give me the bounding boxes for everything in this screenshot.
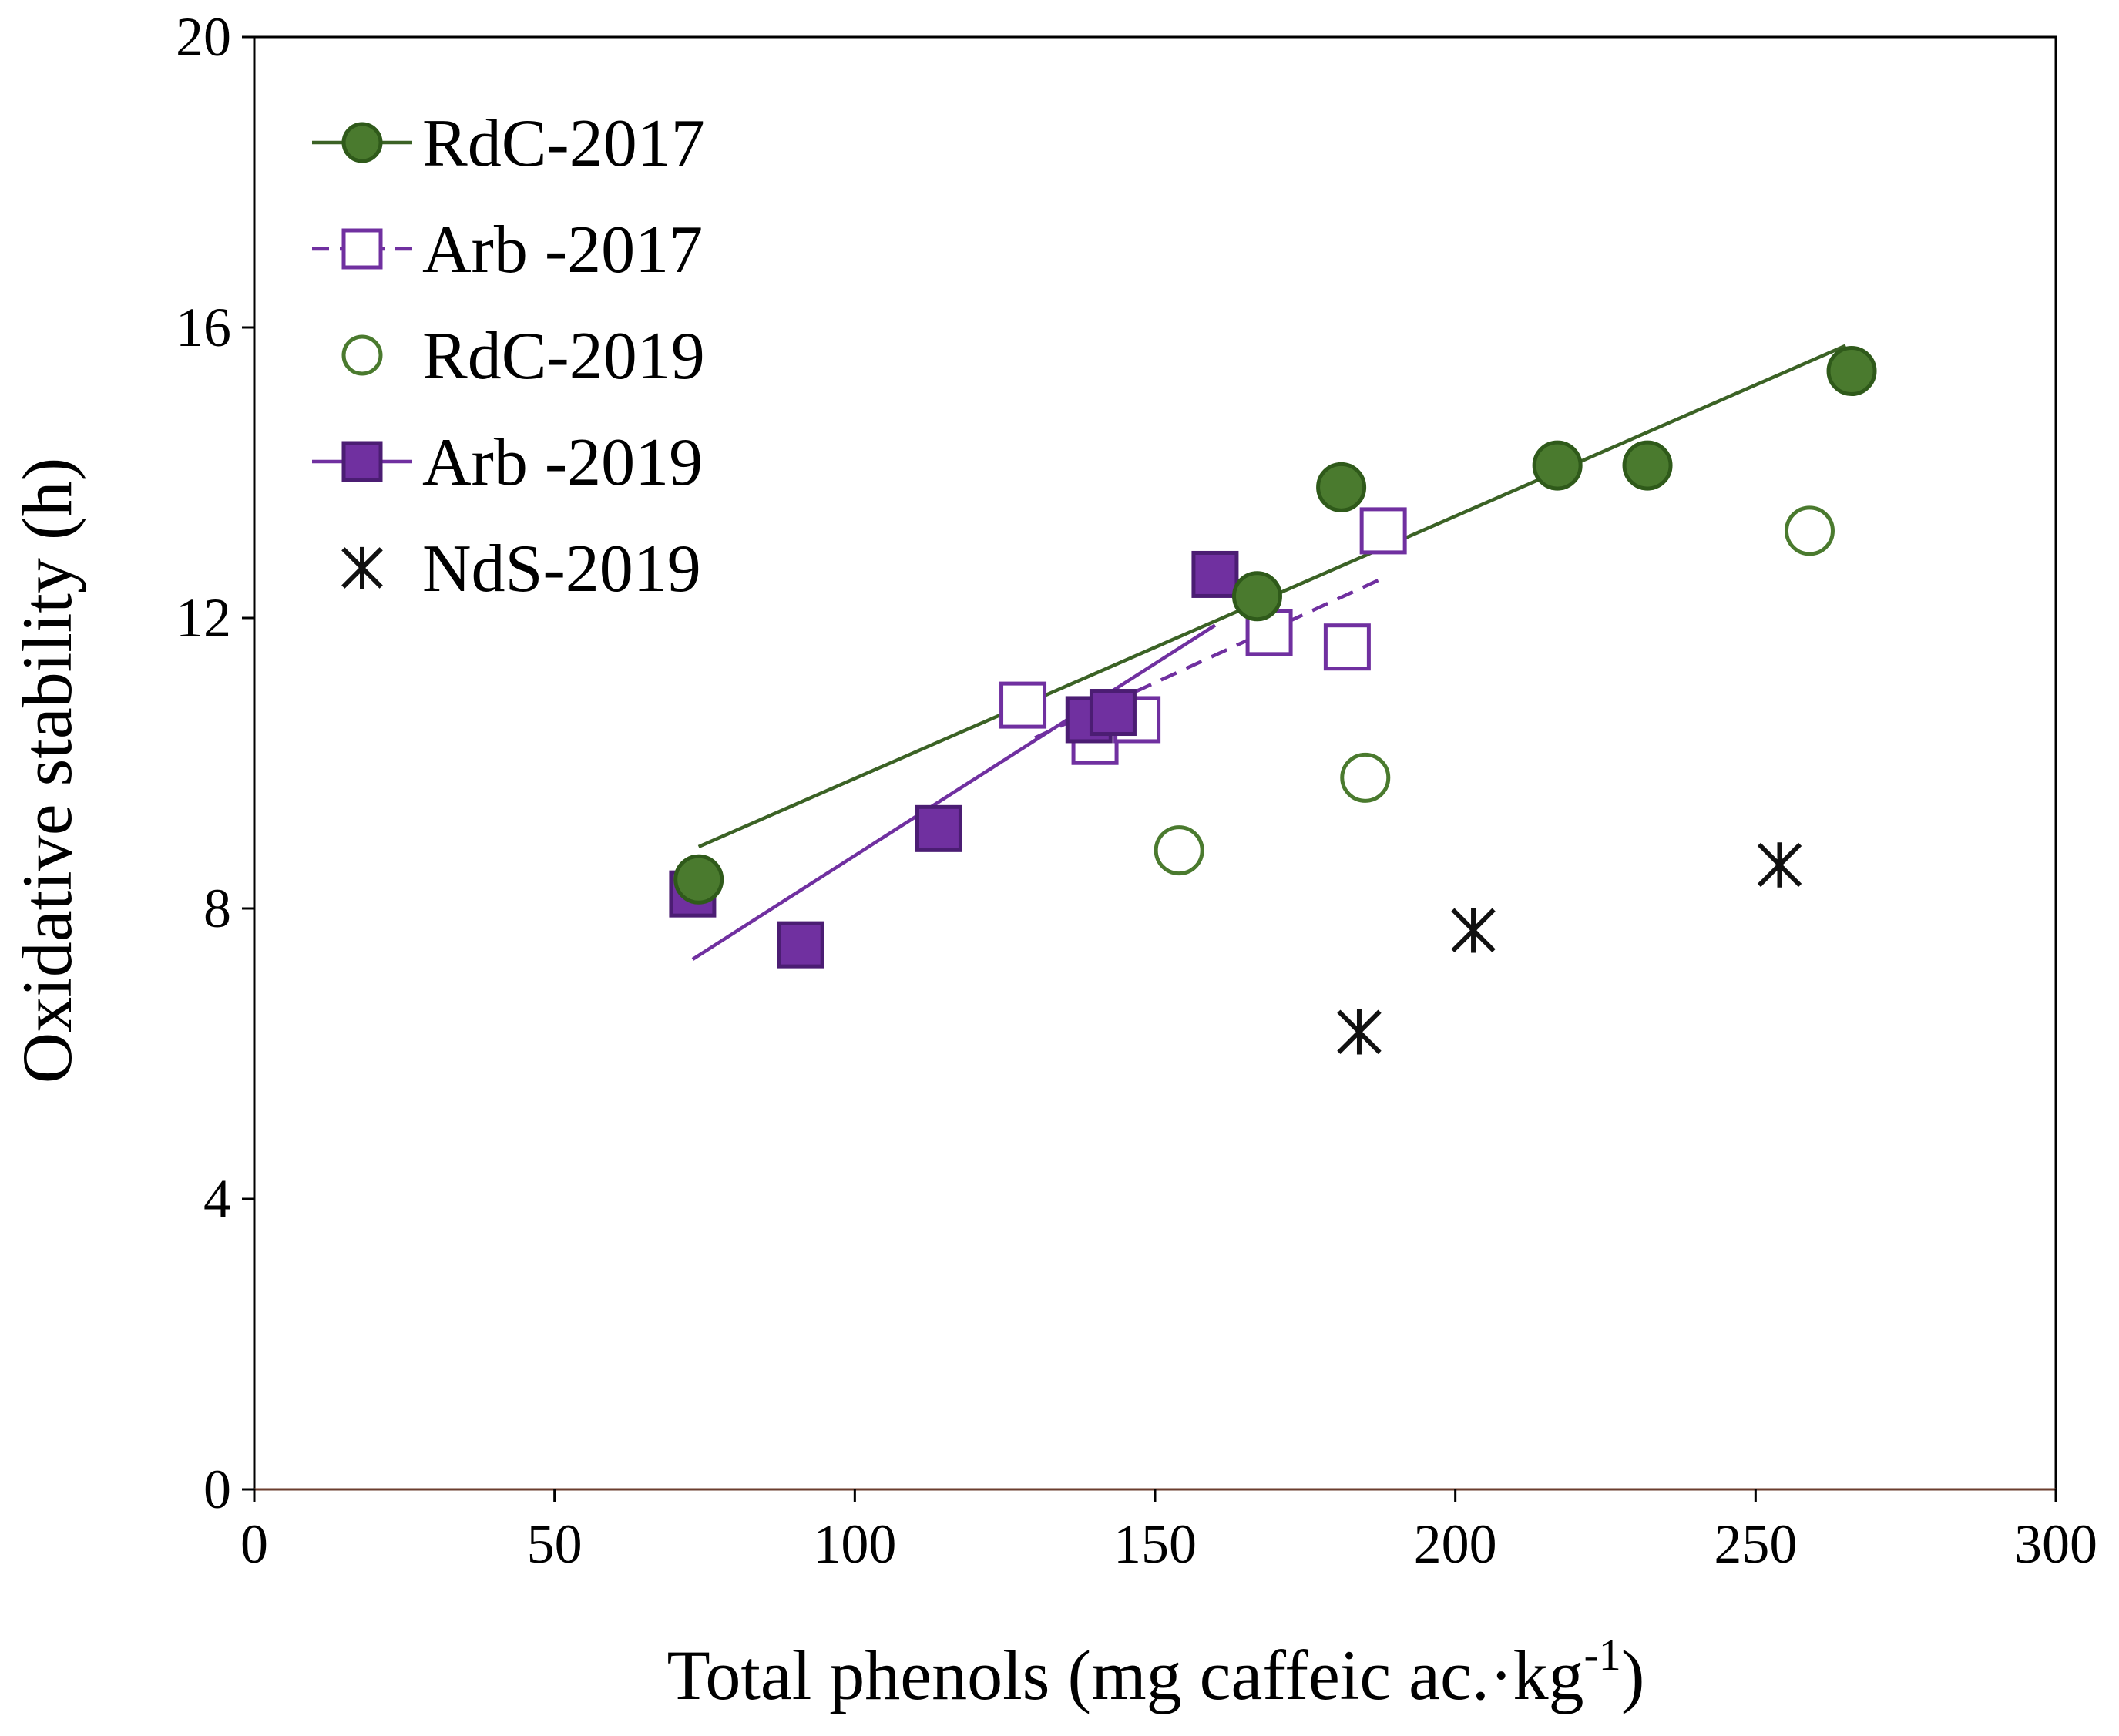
x-axis-label-close: ) [1621, 1636, 1645, 1714]
y-tick-label: 0 [203, 1459, 231, 1520]
legend-marker [341, 228, 383, 270]
y-tick-label: 20 [176, 6, 231, 68]
data-point [1757, 842, 1802, 888]
data-point [915, 804, 962, 852]
data-point [1154, 825, 1204, 876]
data-point [1316, 462, 1367, 512]
x-tick-label: 50 [527, 1513, 583, 1575]
data-point [1622, 440, 1673, 491]
legend-label: NdS-2019 [422, 532, 701, 606]
legend-marker [341, 546, 383, 589]
x-axis-label-superscript: -1 [1583, 1630, 1620, 1680]
legend-label: RdC-2017 [422, 106, 705, 181]
legend-marker [341, 334, 383, 376]
y-tick-label: 4 [203, 1168, 231, 1230]
data-point [1826, 346, 1877, 397]
data-points [669, 346, 1877, 1055]
data-point [1784, 505, 1835, 556]
x-axis-label: Total phenols (mg caffeic ac.·kg-1) [667, 1630, 1645, 1714]
data-point [1451, 908, 1496, 953]
x-tick-label: 250 [1714, 1513, 1797, 1575]
data-point [1340, 752, 1391, 803]
x-tick-label: 300 [2014, 1513, 2097, 1575]
data-point [777, 921, 824, 969]
data-point [1532, 440, 1583, 491]
x-tick-label: 0 [240, 1513, 268, 1575]
x-tick-label: 100 [813, 1513, 896, 1575]
x-axis-label-main: Total phenols (mg caffeic ac.·kg [667, 1636, 1584, 1714]
y-axis-label: Oxidative stability (h) [8, 458, 86, 1084]
axis-ticks: 0 50 100 150 200 250 300 0 4 8 12 16 20 [176, 6, 2097, 1575]
data-point [999, 681, 1047, 729]
legend-marker [341, 122, 383, 163]
legend-marker [341, 441, 383, 482]
data-point [1359, 507, 1407, 555]
legend-label: Arb -2019 [422, 425, 703, 500]
data-point [673, 854, 724, 905]
x-tick-label: 200 [1414, 1513, 1497, 1575]
trendline [691, 623, 1217, 961]
y-tick-label: 16 [176, 297, 231, 358]
data-point [1323, 623, 1371, 671]
y-tick-label: 12 [176, 587, 231, 649]
data-point [1089, 689, 1137, 737]
data-point [1191, 550, 1239, 598]
legend: RdC-2017 Arb -2017 RdC-2019 Arb -2019 NdS-20… [312, 106, 705, 606]
legend-label: Arb -2017 [422, 213, 703, 287]
x-tick-label: 150 [1113, 1513, 1197, 1575]
y-tick-label: 8 [203, 878, 231, 939]
legend-label: RdC-2019 [422, 319, 705, 394]
data-point [1231, 571, 1282, 622]
data-point [1337, 1009, 1382, 1055]
